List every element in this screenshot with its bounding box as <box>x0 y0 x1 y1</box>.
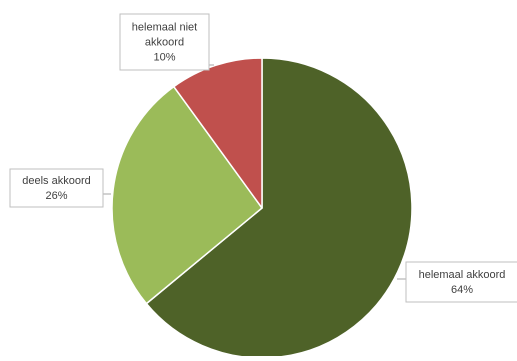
pie-slice-0 <box>145 57 413 359</box>
pie-slice-2 <box>173 57 263 209</box>
leader-lines-layer <box>103 64 406 280</box>
data-label-0: helemaal akkoord 64% <box>405 261 517 303</box>
pie-slice-1 <box>111 85 263 305</box>
data-label-2: helemaal niet akkoord 10% <box>119 13 210 71</box>
data-labels-layer: helemaal akkoord 64% deels akkoord 26% helem… <box>9 13 517 303</box>
slices-layer <box>111 57 413 359</box>
data-label-1: deels akkoord 26% <box>9 168 104 208</box>
data-label-box-0 <box>405 261 517 303</box>
data-label-category-0: helemaal akkoord <box>419 269 506 281</box>
data-label-category-2: akkoord <box>145 37 184 49</box>
data-label-percent-1: 26% <box>45 190 67 202</box>
data-label-category-1: deels akkoord <box>22 175 91 187</box>
data-label-box-1 <box>9 168 104 208</box>
data-label-percent-0: 64% <box>451 284 473 296</box>
data-label-percent-2: 10% <box>153 52 175 64</box>
data-label-box-2 <box>119 13 210 71</box>
data-label-category-2: helemaal niet <box>132 22 197 34</box>
